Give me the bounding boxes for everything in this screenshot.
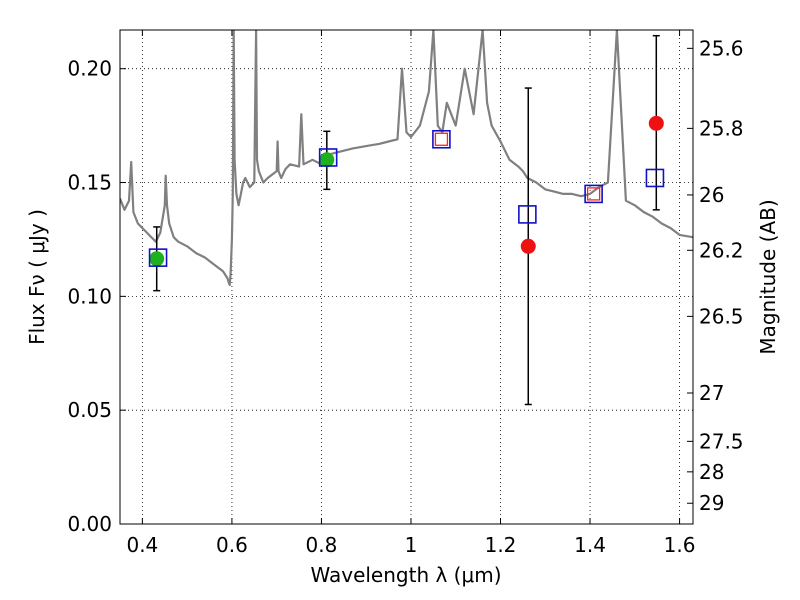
y2-tick-label: 27.5 [699,429,744,453]
x-tick-label: 0.8 [306,533,338,557]
model-square-inner [586,187,601,201]
green-data-point [149,251,165,267]
y-tick-label: 0.00 [67,512,112,536]
red-data-point [648,115,664,131]
x-tick-label: 0.4 [126,533,158,557]
axis-ticks [120,30,693,525]
y-tick-label: 0.20 [67,57,112,81]
model-square-inner [434,132,449,146]
model-square [584,184,603,204]
x-tick-label: 1.4 [574,533,606,557]
y2-tick-label: 26.5 [699,304,744,328]
y2-tick-label: 26.2 [699,238,744,262]
x-tick-label: 1.6 [664,533,696,557]
y-tick-label: 0.15 [67,171,112,195]
y2-axis-label: Magnitude (AB) [756,199,780,354]
y2-tick-label: 25.8 [699,116,744,140]
y2-tick-label: 27 [699,381,724,405]
x-axis-label: Wavelength λ (μm) [310,563,501,587]
y2-tick-label: 26 [699,183,724,207]
model-square [318,148,338,167]
plot-frame [119,29,694,525]
y-tick-label: 0.05 [67,398,112,422]
model-squares [148,129,665,267]
green-data-point [319,152,335,168]
y-tick-label: 0.10 [67,284,112,308]
x-tick-label: 1 [405,533,418,557]
y2-tick-label: 29 [699,491,724,515]
model-square [518,205,537,224]
model-square [645,168,665,188]
y2-tick-label: 28 [699,460,724,484]
tick-labels: 0.4 0.6 0.8 1 1.2 1.4 1.6 0.00 0.05 0.10 0.15 0.20 2… [67,36,743,557]
y2-tick-label: 25.6 [699,36,744,60]
x-tick-label: 1.2 [485,533,517,557]
y-axis-label: Flux Fν ( μJy ) [25,209,49,345]
red-data-point [520,238,536,254]
data-points [149,115,664,267]
spectrum-line [120,30,693,287]
model-square [148,248,168,267]
model-square [432,129,451,149]
x-tick-label: 0.6 [216,533,248,557]
spectrum-series [120,30,693,287]
